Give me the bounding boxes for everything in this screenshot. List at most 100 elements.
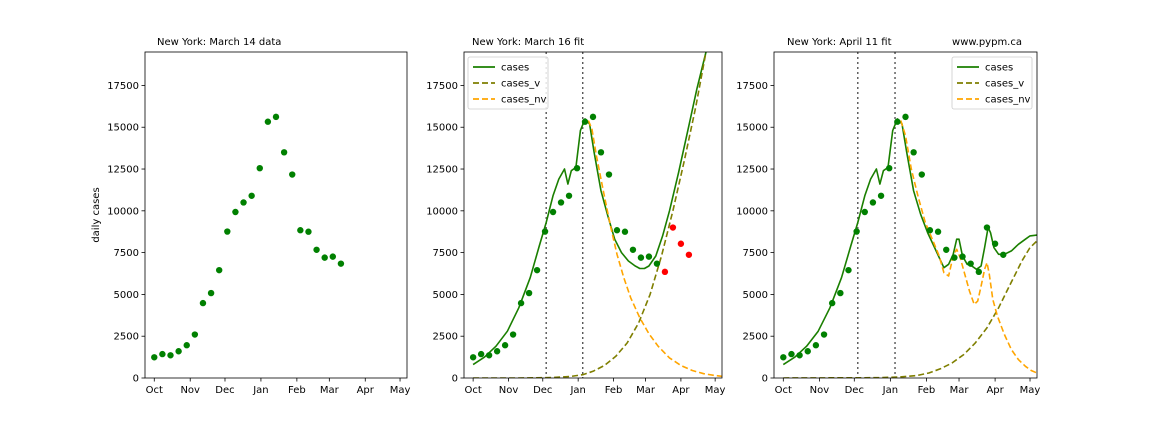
- data-point: [565, 192, 573, 199]
- data-point: [533, 266, 541, 274]
- data-point: [597, 149, 605, 156]
- y-tick-label: 15000: [426, 123, 458, 134]
- data-point: [151, 354, 158, 361]
- series-line-cases_v: [473, 52, 707, 378]
- legend: cases cases_v cases_nv: [467, 56, 549, 110]
- data-point: [967, 260, 974, 267]
- data-point: [820, 331, 828, 338]
- data-point: [207, 289, 215, 297]
- y-tick-label: 17500: [107, 81, 139, 92]
- x-tick-label: Dec: [845, 385, 864, 396]
- data-point: [605, 171, 613, 178]
- x-tick-label: Oct: [464, 385, 481, 396]
- x-axis: Oct Nov Dec Jan Feb Mar Apr May: [464, 378, 726, 396]
- x-tick-label: Jan: [252, 385, 268, 396]
- x-tick-label: Nov: [180, 385, 200, 396]
- data-point: [804, 348, 811, 355]
- data-point: [493, 348, 501, 355]
- data-point: [637, 254, 645, 261]
- x-axis: Oct Nov Dec Jan Feb Mar Apr May: [146, 378, 411, 396]
- series-line-cases_v: [783, 240, 1037, 378]
- data-point: [175, 348, 182, 355]
- panel-march14-data: New York: March 14 data daily cases Oct N…: [91, 37, 410, 396]
- data-point: [248, 192, 255, 199]
- series-line-cases_nv: [900, 120, 1037, 374]
- x-tick-label: Nov: [810, 385, 830, 396]
- y-tick-label: 0: [452, 374, 458, 385]
- data-point: [918, 171, 925, 178]
- legend-label-cases: cases: [501, 63, 529, 74]
- y-tick-label: 5000: [114, 290, 139, 301]
- y-axis: 0 2500 5000 7500 10000 12500 15000 17500: [736, 81, 774, 385]
- data-point: [313, 246, 320, 253]
- data-point: [517, 299, 525, 307]
- data-point: [280, 149, 288, 156]
- legend-label-cases: cases: [985, 63, 1013, 74]
- data-point: [629, 246, 637, 253]
- new-data-point: [661, 268, 669, 276]
- data-point: [828, 299, 836, 307]
- x-tick-label: Mar: [950, 385, 970, 396]
- data-point: [910, 149, 917, 156]
- x-tick-label: May: [390, 385, 411, 396]
- site-annotation: www.pypm.ca: [952, 37, 1022, 48]
- y-tick-label: 5000: [433, 290, 458, 301]
- new-data-point: [677, 240, 685, 247]
- plot-area: [780, 52, 1037, 378]
- y-tick-label: 7500: [743, 248, 768, 259]
- panel-april11-fit: New York: April 11 fit www.pypm.ca Oct No…: [736, 37, 1040, 396]
- data-point: [501, 342, 509, 349]
- legend-label-cases_v: cases_v: [985, 79, 1024, 90]
- y-tick-label: 17500: [736, 81, 768, 92]
- y-tick-label: 12500: [107, 165, 139, 176]
- data-point: [645, 253, 653, 260]
- plot-area: [151, 113, 345, 361]
- data-point: [541, 228, 549, 235]
- data-point: [845, 266, 852, 274]
- data-point: [199, 299, 207, 307]
- x-tick-label: May: [705, 385, 726, 396]
- data-point: [183, 342, 190, 349]
- data-point: [305, 228, 312, 235]
- data-point: [224, 228, 231, 235]
- y-tick-label: 5000: [743, 290, 768, 301]
- data-point: [861, 208, 868, 216]
- axes-frame: [144, 51, 408, 379]
- x-tick-label: Dec: [533, 385, 552, 396]
- data-point: [943, 246, 950, 253]
- data-point: [991, 240, 999, 247]
- data-point: [525, 289, 533, 297]
- data-point: [337, 260, 345, 267]
- x-tick-label: Apr: [672, 385, 690, 396]
- data-point: [167, 352, 174, 359]
- x-tick-label: Oct: [775, 385, 792, 396]
- axes-frame: [463, 51, 723, 379]
- x-tick-label: Dec: [215, 385, 234, 396]
- legend: cases cases_v cases_nv: [951, 56, 1033, 110]
- legend-box: [467, 56, 549, 110]
- data-point: [485, 352, 493, 359]
- legend-label-cases_v: cases_v: [501, 79, 540, 90]
- data-point: [573, 164, 581, 172]
- data-point: [983, 224, 991, 231]
- y-tick-label: 7500: [433, 248, 458, 259]
- panel-march16-fit: New York: March 16 fit Oct Nov Dec Jan Feb Ma…: [426, 37, 726, 396]
- x-tick-label: Feb: [605, 385, 623, 396]
- legend-label-cases_nv: cases_nv: [501, 95, 547, 106]
- data-point: [926, 227, 934, 234]
- data-point: [191, 331, 199, 338]
- data-point: [653, 260, 661, 267]
- panel-title: New York: March 14 data: [157, 37, 281, 48]
- y-tick-label: 10000: [107, 206, 139, 217]
- y-tick-label: 15000: [736, 123, 768, 134]
- data-point: [589, 113, 597, 121]
- data-point: [959, 253, 966, 260]
- legend-box: [951, 56, 1033, 110]
- data-point: [951, 254, 958, 261]
- data-point: [289, 171, 296, 178]
- data-point: [215, 266, 223, 274]
- new-data-point: [669, 224, 677, 231]
- y-tick-label: 12500: [736, 165, 768, 176]
- data-point: [812, 342, 820, 349]
